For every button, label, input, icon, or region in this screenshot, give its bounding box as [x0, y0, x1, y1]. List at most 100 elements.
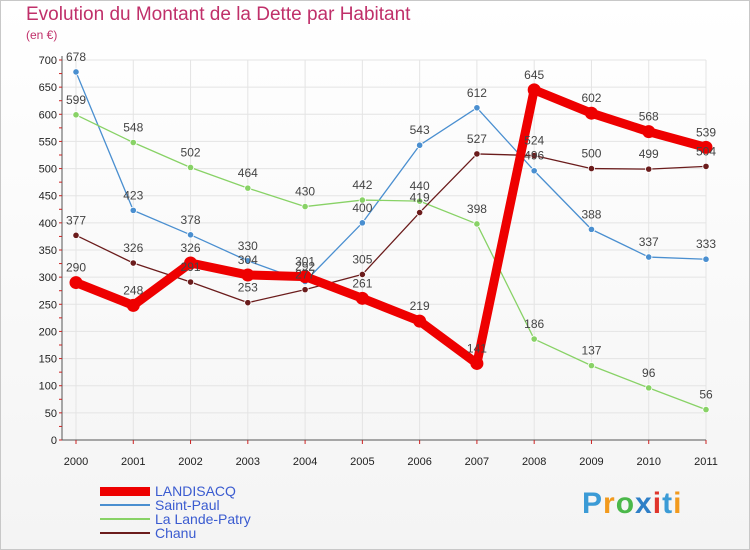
data-label: 499 [639, 147, 659, 161]
x-tick-label: 2005 [350, 456, 374, 468]
series-line-la-lande-patry [75, 114, 707, 411]
y-tick-label: 0 [51, 435, 57, 447]
data-point [473, 104, 481, 112]
x-tick-label: 2004 [293, 456, 317, 468]
data-label: 524 [524, 134, 544, 148]
data-point [530, 167, 538, 175]
x-tick-label: 2001 [121, 456, 145, 468]
data-label: 333 [696, 237, 716, 251]
x-tick-label: 2003 [236, 456, 260, 468]
legend-label: LANDISACQ [155, 483, 236, 499]
data-point [72, 231, 80, 239]
data-label: 326 [181, 241, 201, 255]
data-label: 543 [410, 123, 430, 137]
data-label: 378 [181, 213, 201, 227]
data-point [241, 268, 255, 282]
y-tick-label: 600 [39, 109, 57, 121]
data-label: 645 [524, 68, 544, 82]
data-point [645, 253, 653, 261]
data-point [702, 162, 710, 170]
data-label: 539 [696, 125, 716, 139]
data-label: 400 [352, 201, 372, 215]
data-label: 301 [295, 255, 315, 269]
data-point [301, 202, 309, 211]
data-point [301, 286, 309, 294]
data-label: 292 [295, 259, 315, 273]
data-label: 419 [410, 191, 430, 205]
data-label: 137 [581, 344, 601, 358]
data-point [129, 259, 137, 267]
data-label: 442 [352, 178, 372, 192]
legend-swatch [100, 504, 150, 506]
series-line-chanu [75, 153, 707, 304]
data-point [358, 196, 366, 204]
logo-letter: i [673, 487, 683, 520]
data-label: 464 [238, 166, 258, 180]
data-point [530, 151, 538, 160]
data-label: 248 [123, 283, 143, 297]
data-label: 56 [699, 388, 713, 402]
data-point [355, 291, 369, 305]
legend-label: La Lande-Patry [155, 511, 251, 527]
data-label: 502 [181, 145, 201, 159]
data-point [244, 257, 252, 265]
data-point [645, 165, 653, 173]
logo-letter: x [635, 487, 653, 520]
logo-letter: o [615, 487, 636, 520]
data-label: 678 [66, 50, 86, 64]
data-label: 500 [581, 147, 601, 161]
data-point [298, 270, 312, 284]
y-tick-label: 550 [39, 136, 57, 148]
data-label: 430 [295, 185, 315, 199]
y-tick-label: 450 [39, 191, 57, 203]
data-label: 291 [181, 260, 201, 274]
data-label: 330 [238, 239, 258, 253]
data-point [358, 270, 366, 279]
y-tick-label: 200 [39, 326, 57, 338]
data-label: 337 [639, 235, 659, 249]
data-label: 568 [639, 110, 659, 124]
data-point [416, 197, 424, 205]
data-point [702, 255, 710, 263]
y-tick-label: 50 [45, 408, 57, 420]
data-point [358, 219, 366, 227]
data-label: 423 [123, 188, 143, 202]
data-point [244, 184, 252, 192]
logo-letter: r [603, 487, 616, 520]
data-point [186, 163, 195, 172]
legend-label: Chanu [155, 525, 197, 541]
x-tick-label: 2009 [579, 456, 603, 468]
x-tick-label: 2006 [407, 456, 431, 468]
data-label: 304 [238, 253, 258, 267]
logo-letter: t [662, 487, 674, 520]
data-label: 398 [467, 202, 487, 216]
data-label: 253 [238, 281, 258, 295]
data-point [470, 356, 484, 370]
data-point [126, 298, 140, 312]
data-point [129, 206, 137, 214]
data-point [69, 276, 83, 290]
data-label: 290 [66, 261, 86, 275]
data-point [473, 220, 481, 228]
data-label: 388 [581, 207, 601, 221]
data-label: 277 [295, 268, 315, 282]
data-label: 186 [524, 317, 544, 331]
data-point [72, 111, 80, 119]
y-tick-label: 150 [39, 354, 57, 366]
series-line-landisacq [71, 85, 711, 368]
data-point [244, 299, 252, 307]
x-tick-label: 2010 [636, 456, 660, 468]
data-point [186, 231, 195, 239]
y-tick-label: 400 [39, 218, 57, 230]
data-point [584, 106, 598, 120]
data-point [129, 138, 137, 147]
data-label: 305 [352, 252, 372, 266]
y-tick-label: 500 [39, 164, 57, 176]
data-label: 504 [696, 144, 716, 158]
data-point [587, 164, 596, 173]
data-point [587, 225, 596, 233]
y-tick-label: 350 [39, 245, 57, 257]
y-tick-label: 650 [39, 82, 57, 94]
data-point [587, 362, 596, 370]
